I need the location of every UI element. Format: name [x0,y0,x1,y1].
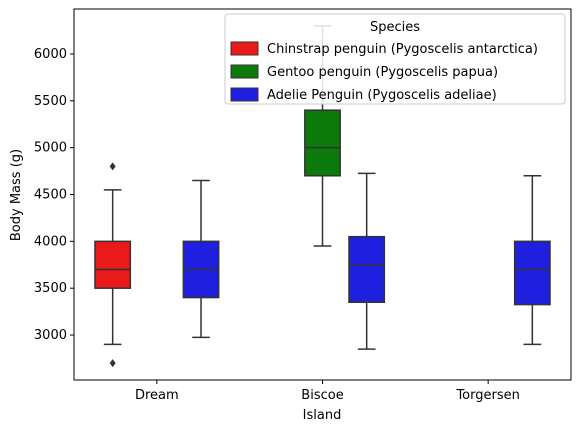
y-tick-label: 4500 [34,188,67,203]
legend: Species Chinstrap penguin (Pygoscelis ant… [224,13,566,105]
box-group [348,172,386,350]
x-tick-label: Biscoe [301,388,343,403]
y-axis-label: Body Mass (g) [9,149,24,241]
box-iqr [348,235,386,303]
y-tick-label: 3000 [34,328,67,343]
y-tick-label: 3500 [34,281,67,296]
legend-swatch [230,87,259,102]
box-group [182,179,220,339]
legend-frame [224,13,566,105]
box-group [513,175,551,346]
outlier-point [109,359,116,368]
legend-title: Species [370,20,420,35]
x-tick-label: Torgersen [455,388,519,403]
legend-entry-label: Gentoo penguin (Pygoscelis papua) [267,65,498,80]
x-axis-label: Island [303,408,342,423]
boxes-layer [94,25,551,368]
y-axis: 3000 3500 4000 4500 5000 5500 6000 [34,47,74,343]
y-tick-label: 5000 [34,141,67,156]
legend-swatch [230,64,259,79]
legend-entry-label: Adelie Penguin (Pygoscelis adeliae) [267,88,497,103]
box-iqr [513,240,551,306]
y-tick-label: 4000 [34,234,67,249]
y-tick-label: 6000 [34,47,67,62]
box-iqr [304,109,341,177]
y-tick-label: 5500 [34,94,67,109]
legend-swatch [230,41,259,56]
x-axis: Dream Biscoe Torgersen [135,380,520,403]
legend-entry-label: Chinstrap penguin (Pygoscelis antarctica… [267,42,538,57]
box-iqr [94,240,132,289]
x-tick-label: Dream [135,388,179,403]
box-group [94,162,132,368]
outlier-point [109,162,116,171]
